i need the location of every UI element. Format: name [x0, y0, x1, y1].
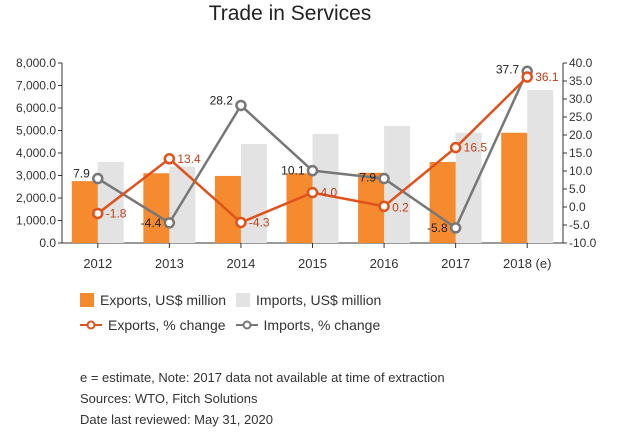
- note-date-reviewed: Date last reviewed: May 31, 2020: [80, 412, 273, 427]
- exports-pct-data-label: -1.8: [106, 206, 127, 220]
- exports-bar-swatch: [80, 293, 94, 307]
- x-tick-label: 2012: [83, 256, 112, 271]
- exports-pct-data-label: 16.5: [464, 141, 488, 155]
- exports-bar: [286, 173, 313, 243]
- legend-label-exports-line: Exports, % change: [108, 317, 226, 333]
- imports-pct-data-label: -5.8: [427, 221, 448, 235]
- imports-line-swatch: [235, 320, 258, 330]
- y-left-tick-label: 0.0: [39, 236, 56, 250]
- y-left-tick-label: 6,000.0: [16, 101, 56, 115]
- imports-bar: [312, 133, 339, 243]
- y-right-tick-label: 20.0: [569, 128, 593, 142]
- imports-bar: [384, 126, 411, 243]
- note-estimate: e = estimate, Note: 2017 data not availa…: [80, 370, 445, 385]
- imports-pct-point: [92, 172, 104, 185]
- y-left-tick-label: 1,000.0: [16, 214, 56, 228]
- exports-pct-point: [378, 200, 390, 213]
- exports-pct-data-label: 0.2: [392, 200, 409, 214]
- legend-item-exports-line: Exports, % change: [80, 317, 226, 333]
- y-right-tick-label: 40.0: [569, 56, 593, 70]
- x-tick-label: 2017: [441, 256, 470, 271]
- y-right-tick-label: -5.0: [569, 218, 590, 232]
- exports-pct-point: [521, 71, 533, 83]
- y-left-tick-label: 8,000.0: [16, 56, 56, 70]
- imports-pct-data-label: 37.7: [496, 62, 520, 76]
- exports-pct-data-label: 36.1: [535, 70, 559, 84]
- y-left-tick-label: 3,000.0: [16, 169, 56, 183]
- legend-bars: Exports, US$ million Imports, US$ millio…: [80, 292, 391, 308]
- x-tick-label: 2018 (e): [503, 256, 551, 271]
- imports-pct-data-label: 10.1: [281, 164, 305, 178]
- imports-pct-point: [306, 164, 319, 177]
- legend-item-imports-bar: Imports, US$ million: [236, 292, 381, 308]
- y-right-tick-label: -10.0: [569, 236, 597, 250]
- x-tick-label: 2013: [155, 256, 184, 271]
- chart-title: Trade in Services: [208, 2, 372, 25]
- y-left-tick-label: 2,000.0: [16, 191, 56, 205]
- legend-lines: Exports, % change Imports, % change: [80, 317, 390, 333]
- imports-pct-point: [449, 222, 462, 234]
- imports-pct-point: [163, 217, 176, 229]
- exports-pct-point: [163, 153, 176, 165]
- exports-bar: [501, 132, 528, 243]
- y-right-tick-label: 25.0: [569, 110, 593, 124]
- chart-notes: e = estimate, Note: 2017 data not availa…: [80, 367, 445, 430]
- y-right-tick-label: 35.0: [569, 74, 593, 88]
- imports-pct-data-label: 7.9: [359, 171, 376, 185]
- legend-item-exports-bar: Exports, US$ million: [80, 292, 226, 308]
- exports-pct-data-label: -4.3: [249, 215, 270, 229]
- x-tick-label: 2016: [370, 256, 399, 271]
- imports-pct-data-label: -4.4: [141, 216, 162, 230]
- y-left-tick-label: 5,000.0: [16, 124, 56, 138]
- y-right-tick-label: 15.0: [569, 146, 593, 160]
- exports-pct-point: [306, 186, 319, 199]
- exports-pct-point: [235, 216, 247, 229]
- imports-pct-data-label: 7.9: [73, 167, 90, 181]
- legend-label-imports-line: Imports, % change: [263, 317, 381, 333]
- y-right-tick-label: 30.0: [569, 92, 593, 106]
- y-right-tick-label: 10.0: [569, 164, 593, 178]
- exports-line-swatch: [80, 320, 102, 330]
- exports-pct-data-label: 4.0: [321, 186, 338, 200]
- imports-pct-point: [378, 172, 390, 185]
- x-tick-label: 2014: [226, 256, 255, 271]
- legend-label-exports-bar: Exports, US$ million: [100, 292, 227, 308]
- combo-chart: 0.0 1,000.0 2,000.0 3,000.0 4,000.0 5,000.0 6,…: [16, 56, 597, 271]
- y-right-tick-label: 0.0: [569, 200, 586, 214]
- y-left-tick-label: 4,000.0: [16, 146, 56, 160]
- y-left-tick-label: 7,000.0: [16, 79, 56, 93]
- imports-bar: [240, 144, 267, 243]
- exports-pct-data-label: 13.4: [177, 152, 201, 166]
- legend-item-imports-line: Imports, % change: [235, 317, 381, 333]
- note-sources: Sources: WTO, Fitch Solutions: [80, 391, 258, 406]
- exports-pct-point: [449, 141, 462, 154]
- imports-bar-swatch: [236, 293, 251, 307]
- y-right-tick-label: 5.0: [569, 182, 586, 196]
- exports-pct-point: [92, 207, 104, 220]
- imports-pct-point: [235, 99, 247, 112]
- legend-label-imports-bar: Imports, US$ million: [256, 292, 382, 308]
- imports-bar: [527, 90, 554, 243]
- imports-pct-data-label: 28.2: [210, 93, 234, 107]
- x-tick-label: 2015: [298, 256, 327, 271]
